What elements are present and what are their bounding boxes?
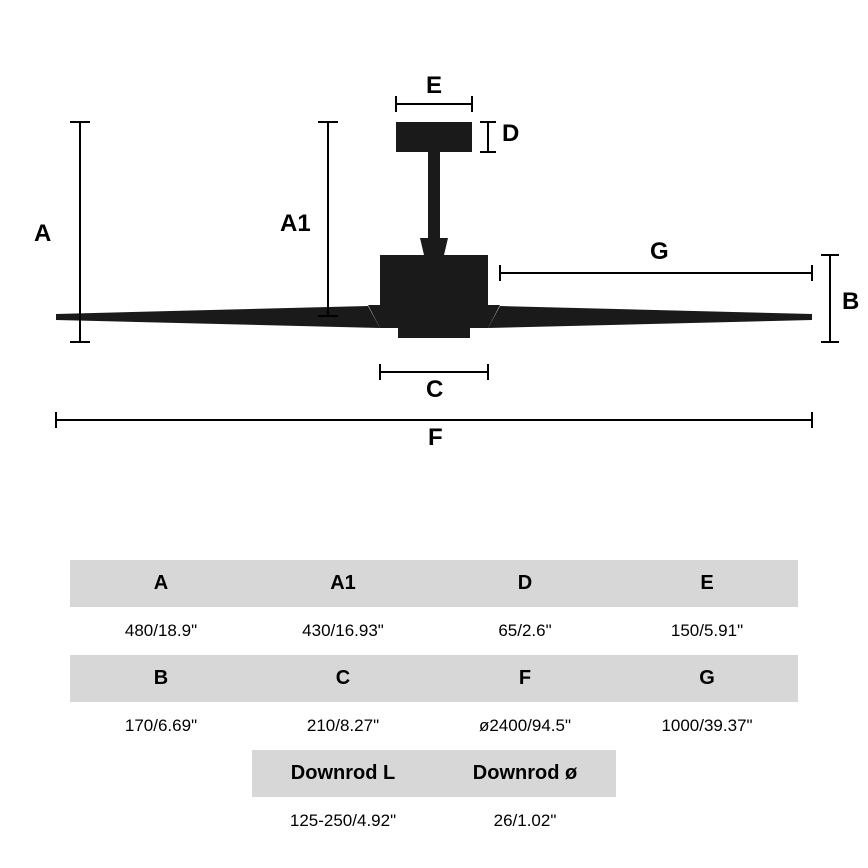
th-DL: Downrod L	[252, 750, 434, 797]
td-F: ø2400/94.5"	[434, 702, 616, 750]
downrod	[428, 152, 440, 244]
label-A: A	[34, 220, 51, 248]
td-D: 65/2.6"	[434, 607, 616, 655]
th-DD: Downrod ø	[434, 750, 616, 797]
table-row: 170/6.69" 210/8.27" ø2400/94.5" 1000/39.…	[70, 702, 798, 750]
dimensions-table: A A1 D E 480/18.9" 430/16.93" 65/2.6" 15…	[70, 560, 798, 845]
label-F: F	[428, 424, 443, 452]
label-B: B	[842, 288, 859, 316]
motor-housing	[380, 255, 488, 305]
label-G: G	[650, 238, 669, 266]
th-F: F	[434, 655, 616, 702]
table-row: 125-250/4.92" 26/1.02"	[70, 797, 798, 845]
fan-diagram: A A1 E D G B C F	[20, 80, 848, 450]
label-A1: A1	[280, 210, 311, 238]
th-A: A	[70, 560, 252, 607]
label-E: E	[426, 72, 442, 100]
blade-right	[488, 306, 812, 328]
table-row: Downrod L Downrod ø	[70, 750, 798, 797]
bottom-cap	[398, 328, 470, 338]
td-G: 1000/39.37"	[616, 702, 798, 750]
label-C: C	[426, 376, 443, 404]
canopy	[396, 122, 472, 152]
th-C: C	[252, 655, 434, 702]
th-E: E	[616, 560, 798, 607]
coupler	[420, 238, 448, 255]
th-A1: A1	[252, 560, 434, 607]
table-row: 480/18.9" 430/16.93" 65/2.6" 150/5.91"	[70, 607, 798, 655]
td-A1: 430/16.93"	[252, 607, 434, 655]
td-A: 480/18.9"	[70, 607, 252, 655]
td-E: 150/5.91"	[616, 607, 798, 655]
th-B: B	[70, 655, 252, 702]
th-D: D	[434, 560, 616, 607]
table-row: A A1 D E	[70, 560, 798, 607]
table-row: B C F G	[70, 655, 798, 702]
td-C: 210/8.27"	[252, 702, 434, 750]
td-B: 170/6.69"	[70, 702, 252, 750]
td-DD: 26/1.02"	[434, 797, 616, 845]
th-G: G	[616, 655, 798, 702]
td-DL: 125-250/4.92"	[252, 797, 434, 845]
hub-taper	[368, 305, 500, 328]
label-D: D	[502, 120, 519, 148]
